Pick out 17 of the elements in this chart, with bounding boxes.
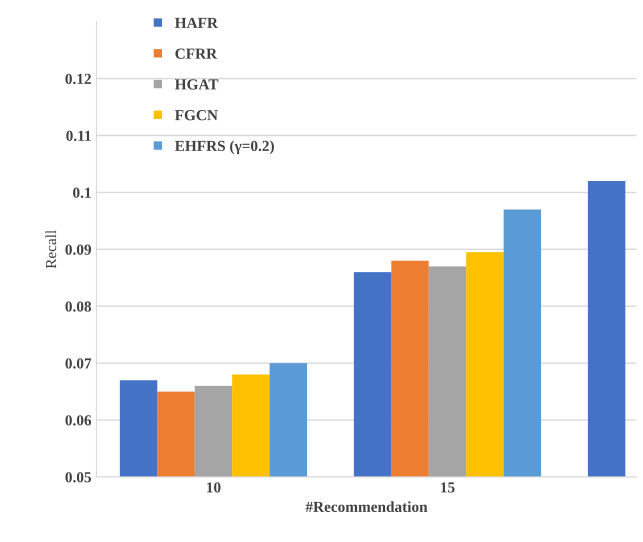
y-tick-label: 0.12 (65, 74, 91, 84)
legend-label: CFRR (175, 48, 218, 59)
y-axis-title: Recall (45, 230, 56, 268)
y-tick-label: 0.05 (65, 472, 92, 482)
y-tick-label: 0.06 (65, 415, 92, 426)
y-tick-label: 0.07 (65, 358, 92, 369)
y-tick-label: 0.09 (65, 244, 92, 255)
x-tick-label: 10 (207, 482, 221, 493)
x-axis-title: #Recommendation (306, 501, 428, 512)
y-tick-label: 0.08 (65, 301, 92, 312)
legend-label: HGAT (174, 79, 218, 90)
legend-label: EHFRS (γ=0.2) (174, 140, 274, 154)
legend-label: HAFR (174, 18, 218, 28)
y-tick-label: 0.11 (66, 130, 91, 142)
y-tick-label: 0.1 (73, 188, 91, 198)
legend-label: FGCN (174, 110, 218, 120)
x-tick-label: 15 (441, 482, 455, 493)
